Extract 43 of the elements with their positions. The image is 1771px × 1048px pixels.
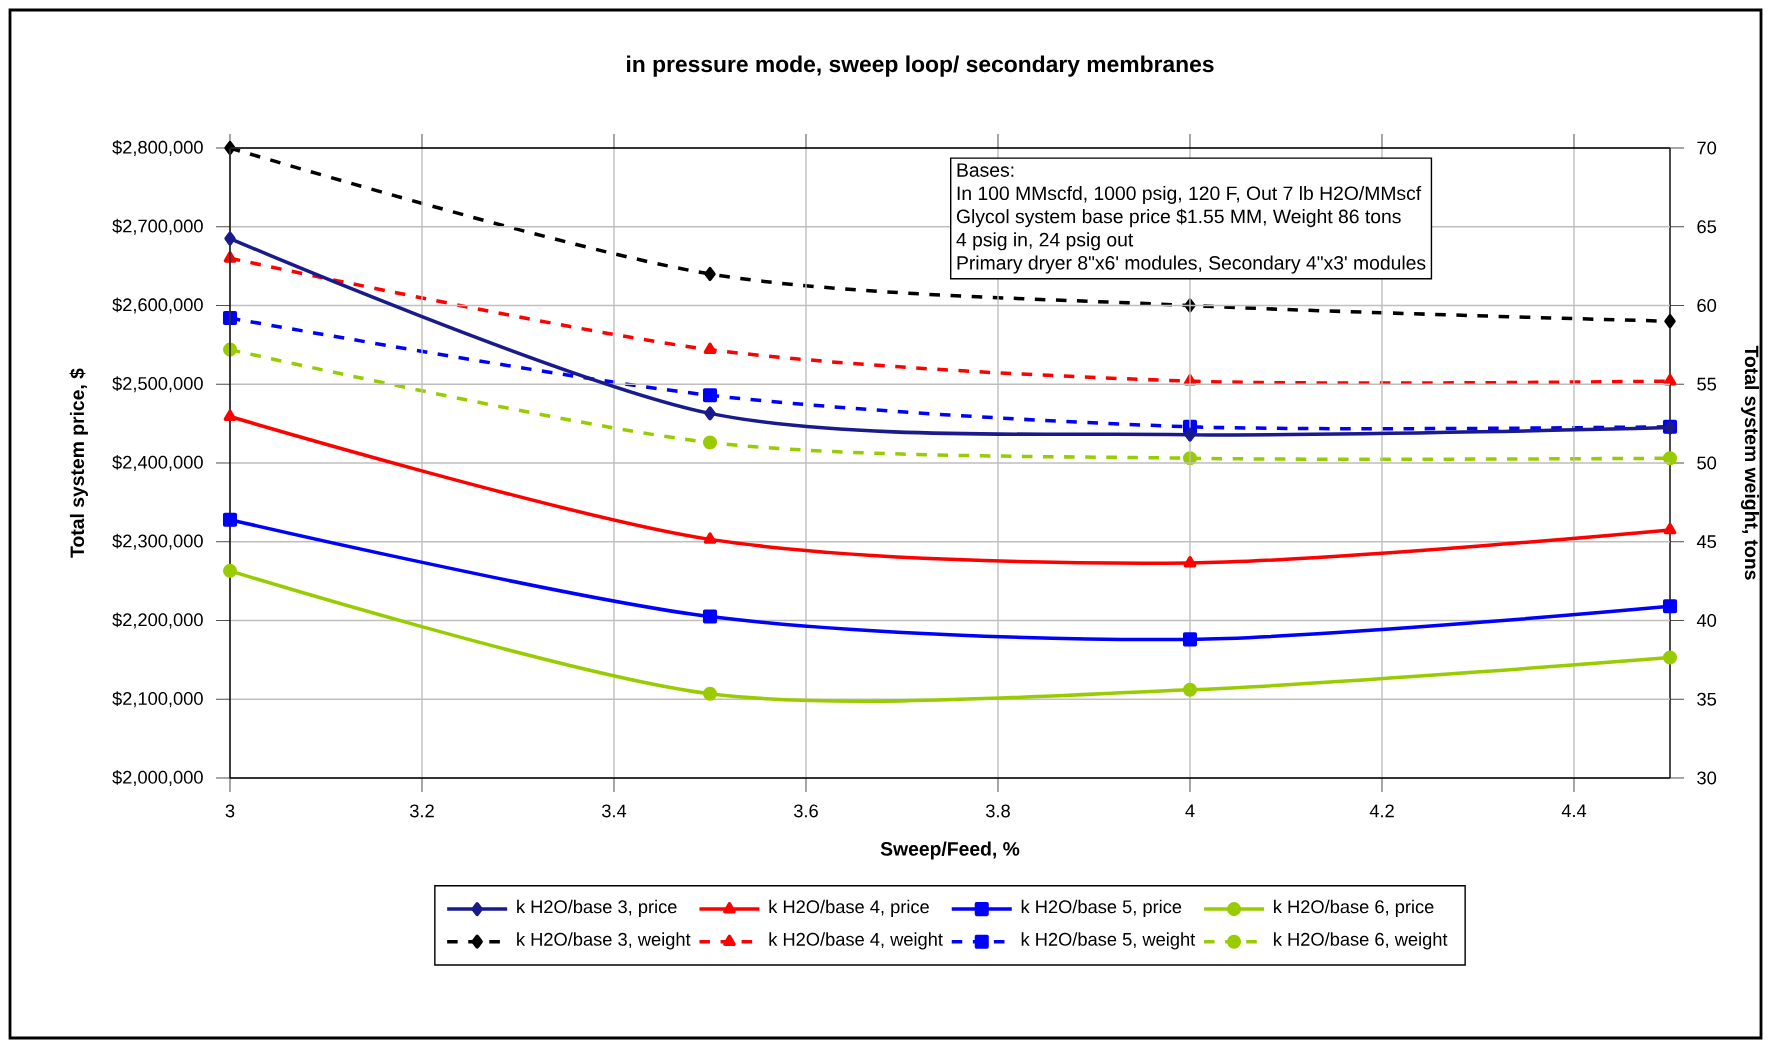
y2-tick-label: 35 [1697,692,1717,706]
legend-label: k H2O/base 5, weight [1021,932,1196,950]
legend-label: k H2O/base 3, weight [517,932,691,950]
x-tick-label: 3.2 [410,804,434,818]
y2-axis-title: Total system weight, tons [1740,345,1760,580]
y-tick-label: $2,300,000 [112,533,203,550]
y-tick-label: $2,600,000 [112,297,203,314]
legend-label: k H2O/base 3, price [517,899,677,917]
y2-tick-label: 40 [1696,613,1717,627]
y2-tick-label: 45 [1696,535,1717,549]
y2-tick-label: 30 [1697,771,1717,785]
x-tick-label: 4.4 [1561,804,1587,818]
annotation: 4 psig in, 24 psig out [956,232,1134,251]
legend-label: k H2O/base 4, price [769,899,929,917]
y-axis-title: Total system price, $ [69,368,88,558]
y-tick-label: $2,400,000 [112,455,203,471]
y-tick-label: $2,000,000 [112,770,203,786]
y2-tick-label: 50 [1697,456,1717,470]
annotation: Primary dryer 8"x6' modules, Secondary 4"x3' modules [957,255,1426,274]
chart-title: in pressure mode, sweep loop/ secondary membranes [627,55,1214,77]
annotation: In 100 MMscfd, 1000 psig, 120 F, Out 7 lb H2O/MMscf [957,185,1422,204]
y-tick-label: $2,200,000 [112,612,203,629]
x-tick-label: 3 [225,804,235,818]
y-tick-label: $2,700,000 [112,218,203,235]
legend-label: k H2O/base 4, weight [769,932,943,950]
y-tick-label: $2,500,000 [112,376,203,393]
y2-tick-label: 65 [1697,220,1717,234]
legend-label: k H2O/base 6, price [1274,899,1434,917]
y2-tick-label: 70 [1697,141,1717,155]
x-tick-label: 4.2 [1369,804,1394,818]
y2-tick-label: 60 [1697,299,1717,312]
y-tick-label: $2,100,000 [112,691,203,708]
x-tick-label: 3.4 [602,804,627,818]
legend-label: k H2O/base 5, price [1021,899,1182,917]
y2-tick-label: 55 [1697,377,1717,391]
x-tick-label: 3.6 [794,804,818,818]
x-axis-title: Sweep/Feed, % [880,841,1020,860]
x-tick-label: 4 [1185,804,1195,818]
annotation: Glycol system base price $1.55 MM, Weight 86 tons [956,208,1401,228]
legend-label: k H2O/base 6, weight [1274,932,1448,950]
x-tick-label: 3.8 [986,804,1010,818]
y-tick-label: $2,800,000 [112,140,203,156]
annotation: Bases: [957,163,1014,177]
